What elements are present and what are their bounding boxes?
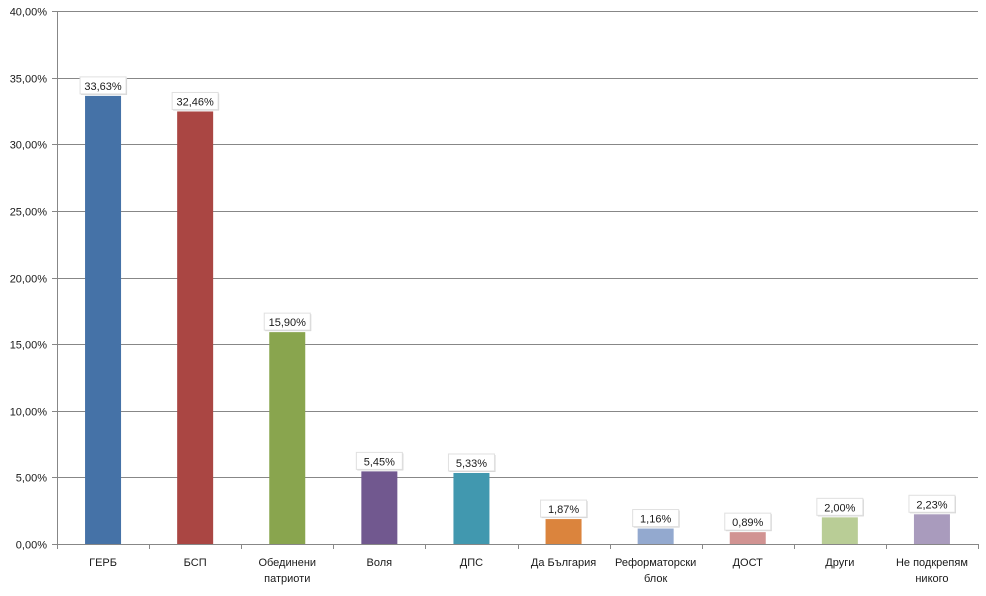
y-tick-label: 40,00%: [10, 7, 48, 19]
data-label: 5,45%: [355, 451, 404, 471]
x-tick-label: ДПС: [460, 557, 483, 569]
x-axis: ГЕРБ БСП Обединени патриоти Воля ДПС Да Българ…: [57, 544, 979, 585]
x-tick-label: Реформаторски блок: [615, 557, 696, 585]
bar: [821, 517, 858, 544]
y-tick-label: 15,00%: [10, 340, 48, 352]
x-tick-label: Обединени патриоти: [258, 557, 316, 585]
y-tick-label: 0,00%: [16, 540, 47, 552]
y-tick-label: 20,00%: [10, 274, 48, 286]
x-tick-label: ДОСТ: [733, 557, 764, 569]
bar: [729, 532, 766, 544]
x-tick-label: Други: [825, 557, 854, 569]
data-label: 33,63%: [79, 76, 128, 95]
data-label: 5,33%: [447, 453, 496, 472]
bar: [269, 332, 306, 544]
data-label: 1,16%: [632, 509, 680, 528]
data-label-text: 15,90%: [269, 317, 307, 329]
data-label-box: [724, 512, 772, 531]
data-label: 15,90%: [263, 312, 312, 332]
y-tick-label: 5,00%: [16, 473, 47, 485]
y-tick-label: 25,00%: [10, 207, 48, 219]
data-label-text: 5,33%: [456, 458, 487, 470]
data-label: 0,89%: [724, 512, 772, 532]
x-tick-label: ГЕРБ: [89, 557, 117, 569]
data-label-text: 1,87%: [548, 504, 579, 516]
x-tick-label: БСП: [184, 557, 207, 569]
data-label: 2,00%: [816, 497, 864, 517]
data-label-text: 32,46%: [176, 96, 214, 108]
x-tick-label: Не подкрепям никого: [896, 557, 968, 585]
bar: [85, 95, 122, 544]
data-label-text: 5,45%: [364, 456, 395, 468]
data-label: 1,87%: [540, 499, 588, 519]
bar: [637, 528, 674, 544]
data-label: 32,46%: [171, 91, 220, 111]
y-tick-label: 35,00%: [10, 74, 48, 86]
bar: [453, 472, 490, 544]
y-tick-label: 30,00%: [10, 140, 48, 152]
data-label-box: [447, 453, 495, 472]
bar: [545, 519, 582, 544]
data-label-box: [171, 91, 219, 110]
data-label-box: [355, 451, 403, 470]
data-label-box: [908, 494, 956, 513]
data-label-box: [79, 76, 127, 95]
y-tick-label: 10,00%: [10, 407, 48, 419]
data-label-box: [263, 312, 311, 331]
data-label-text: 0,89%: [732, 517, 763, 529]
bar: [177, 111, 214, 545]
data-label: 2,23%: [908, 494, 956, 514]
data-label-text: 1,16%: [640, 514, 671, 526]
data-label-text: 2,23%: [916, 499, 947, 511]
bars: [85, 95, 950, 545]
data-label-box: [632, 509, 680, 528]
data-label-text: 33,63%: [84, 81, 122, 93]
data-label-box: [540, 499, 588, 518]
x-tick-label: Воля: [367, 557, 393, 569]
data-labels: 33,63% 32,46% 15,90% 5,45% 5,33% 1,87% 1,16% 0,…: [79, 76, 956, 532]
data-label-box: [816, 497, 864, 516]
data-label-text: 2,00%: [824, 502, 855, 514]
bar: [361, 471, 398, 544]
bar: [913, 514, 950, 544]
x-tick-label: Да България: [531, 557, 596, 569]
y-axis: 0,00% 5,00% 10,00% 15,00% 20,00% 25,00% 30,00%…: [10, 7, 58, 552]
